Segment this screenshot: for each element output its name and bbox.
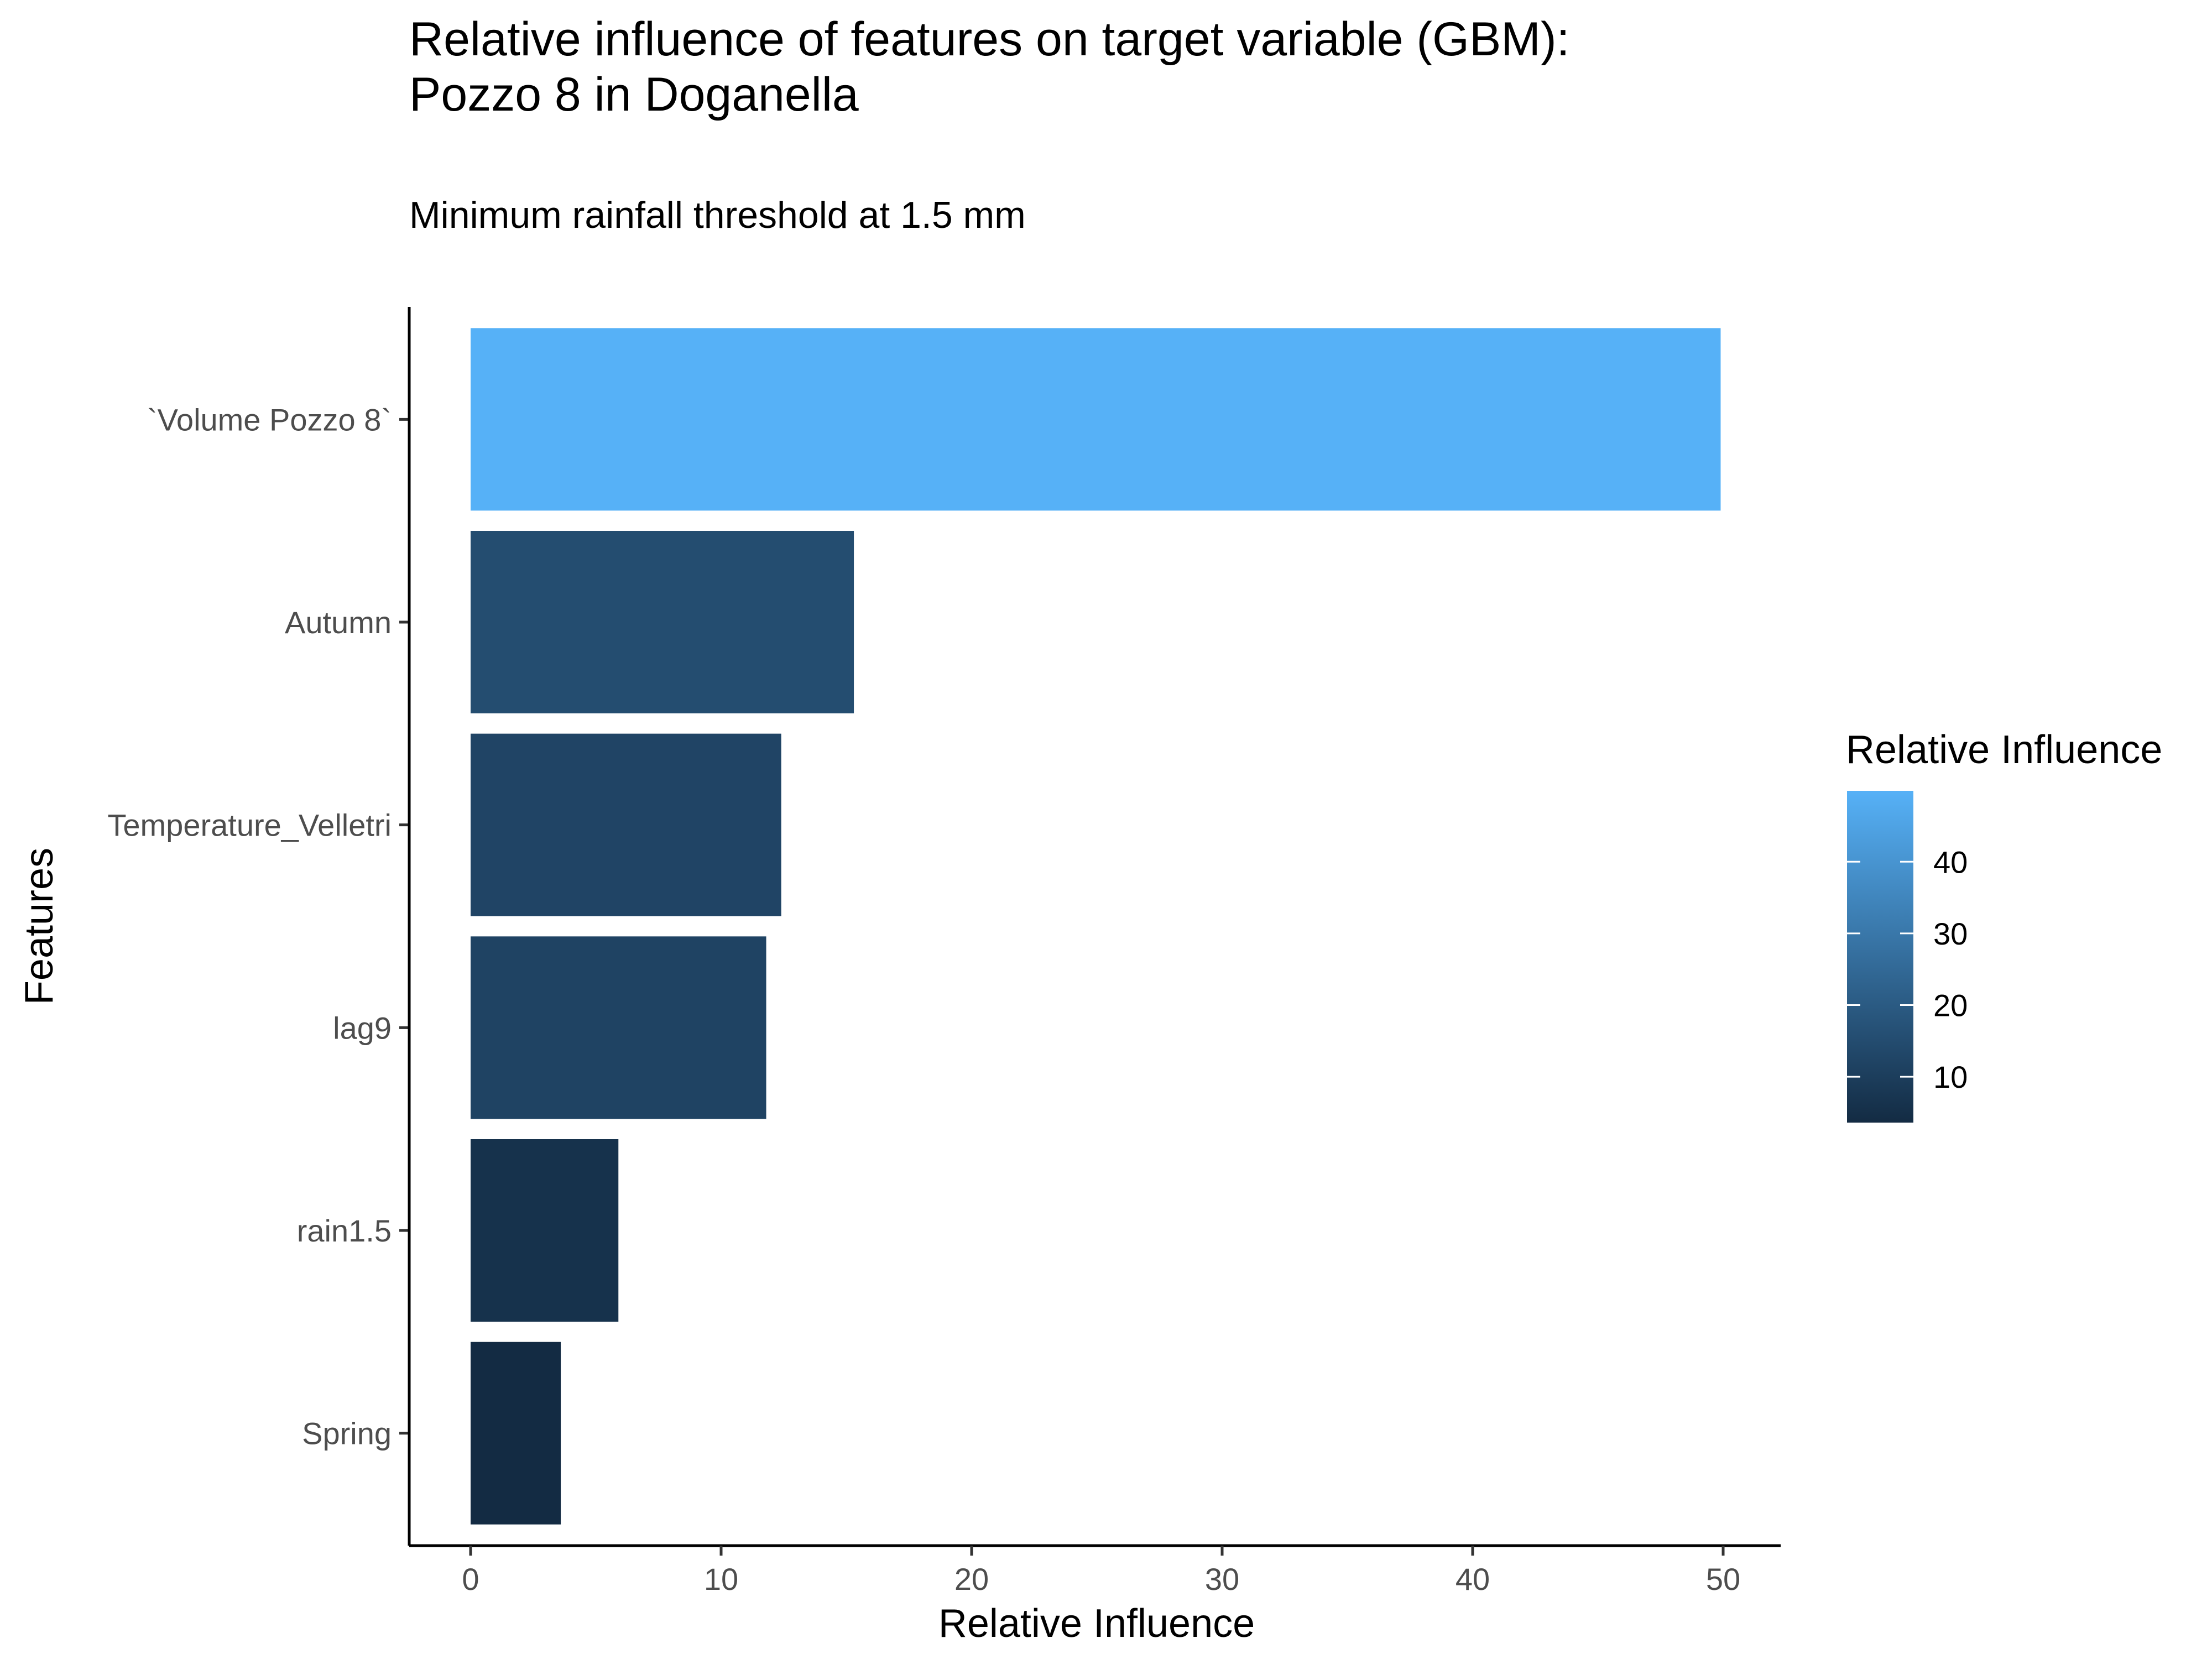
x-tick-label: 20 (954, 1562, 989, 1597)
bar (471, 733, 781, 916)
y-axis: `Volume Pozzo 8` Autumn Temperature_Vellet… (107, 307, 411, 1546)
bars-group (471, 328, 1721, 1525)
x-tick-label: 50 (1706, 1562, 1740, 1597)
y-tick-label: Autumn (285, 605, 392, 640)
bar (471, 531, 854, 713)
bar (471, 936, 766, 1119)
chart-title-line: Pozzo 8 in Doganella (409, 68, 859, 121)
y-tick-label: Spring (302, 1416, 392, 1451)
legend-title: Relative Influence (1846, 728, 2162, 772)
x-axis-title: Relative Influence (938, 1601, 1255, 1646)
x-tick-label: 30 (1205, 1562, 1239, 1597)
bar (471, 1139, 619, 1322)
x-axis: 0 10 20 30 40 50 (409, 1544, 1781, 1597)
y-tick-label: Temperature_Velletri (107, 808, 392, 843)
bar (471, 328, 1721, 511)
x-tick-label: 40 (1455, 1562, 1490, 1597)
bar (471, 1342, 561, 1525)
legend-tick-label: 10 (1933, 1060, 1968, 1094)
legend-tick-label: 40 (1933, 844, 1968, 879)
legend-tick-label: 20 (1933, 988, 1968, 1022)
x-tick-label: 10 (704, 1562, 738, 1597)
chart-title: Relative influence of features on target… (409, 13, 1569, 121)
chart-title-line: Relative influence of features on target… (409, 13, 1569, 66)
color-legend: Relative Influence 10 20 30 40 (1846, 728, 2162, 1123)
y-tick-label: lag9 (333, 1010, 392, 1045)
legend-ticks: 10 20 30 40 (1847, 844, 1968, 1094)
x-tick-label: 0 (462, 1562, 479, 1597)
y-tick-label: rain1.5 (297, 1213, 392, 1248)
chart-subtitle: Minimum rainfall threshold at 1.5 mm (409, 194, 1026, 236)
y-tick-label: `Volume Pozzo 8` (147, 402, 392, 437)
legend-tick-label: 30 (1933, 916, 1968, 951)
legend-colorbar (1847, 791, 1913, 1123)
y-axis-title: Features (17, 848, 61, 1005)
